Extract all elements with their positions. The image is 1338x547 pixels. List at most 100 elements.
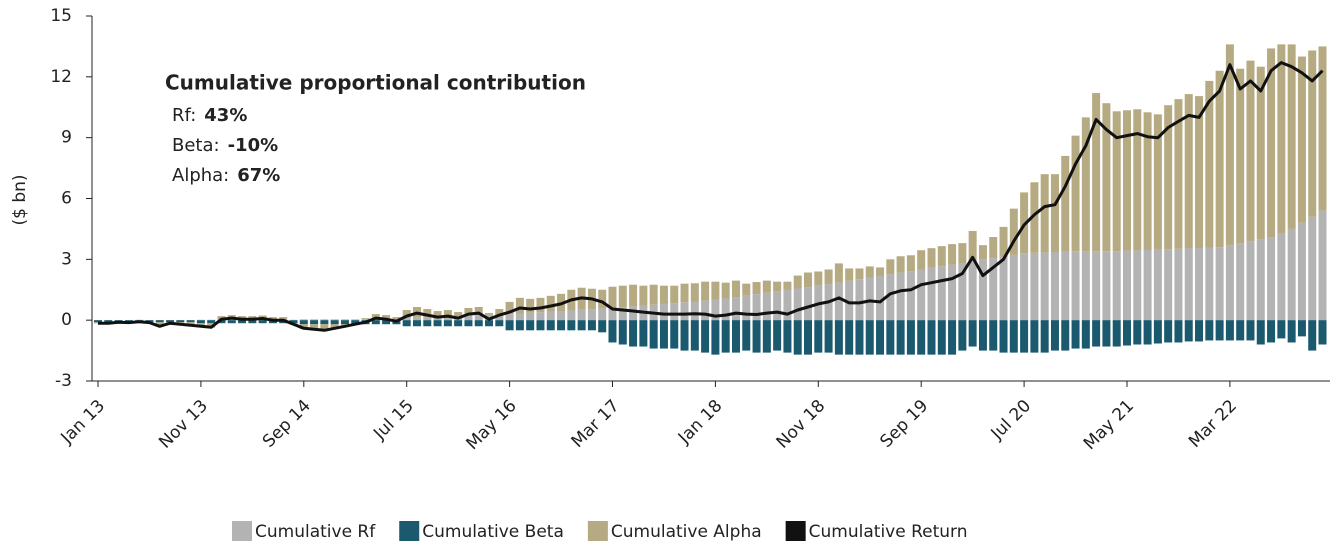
- bar: [361, 319, 370, 321]
- bar: [299, 319, 308, 321]
- bar: [721, 298, 730, 321]
- bar: [577, 309, 586, 321]
- bar: [752, 282, 761, 295]
- annotation-value: -10%: [228, 135, 279, 156]
- bar: [567, 320, 576, 331]
- bar: [217, 320, 226, 324]
- bar: [876, 320, 885, 355]
- bar: [1061, 155, 1070, 252]
- bar: [361, 318, 370, 320]
- bar: [1205, 247, 1214, 321]
- bar: [526, 320, 535, 331]
- bar: [310, 320, 319, 325]
- bar: [1092, 251, 1101, 321]
- bar: [248, 320, 257, 324]
- bar: [340, 319, 349, 321]
- bar: [587, 309, 596, 321]
- bar: [485, 313, 494, 315]
- bar: [155, 322, 164, 327]
- x-tick-label: Mar 17: [568, 396, 624, 452]
- bar: [978, 259, 987, 321]
- y-axis-label: ($ bn): [10, 174, 30, 225]
- bar: [1061, 251, 1070, 321]
- x-tick-label: Jul 15: [369, 396, 417, 444]
- bar: [1184, 94, 1193, 249]
- bar: [1164, 105, 1173, 250]
- x-tick-label: Sep 19: [876, 396, 932, 452]
- bar: [330, 324, 339, 330]
- bar: [752, 294, 761, 321]
- bar: [104, 320, 113, 323]
- annotation-value: 67%: [237, 165, 280, 186]
- bar: [412, 317, 421, 321]
- bar: [1040, 320, 1049, 353]
- bar: [659, 303, 668, 321]
- bar: [1267, 237, 1276, 321]
- bar: [690, 301, 699, 321]
- bar: [1071, 251, 1080, 321]
- bar: [1020, 253, 1029, 321]
- bar: [515, 320, 524, 331]
- bar: [629, 306, 638, 321]
- bar: [1133, 250, 1142, 321]
- bar: [845, 268, 854, 281]
- bar: [906, 320, 915, 355]
- x-tick-label: May 16: [463, 396, 521, 454]
- annotation-label: Alpha:: [172, 165, 229, 186]
- bar: [1133, 320, 1142, 345]
- legend-swatch: [587, 521, 608, 541]
- bar: [886, 274, 895, 321]
- bar: [1030, 182, 1039, 253]
- y-tick-label: 9: [61, 128, 72, 148]
- bar: [989, 320, 998, 351]
- bar: [1246, 60, 1255, 242]
- bar: [989, 258, 998, 321]
- bar: [1267, 320, 1276, 343]
- bar: [680, 283, 689, 303]
- bar: [392, 317, 401, 320]
- bar: [845, 280, 854, 321]
- bar: [814, 271, 823, 286]
- bar: [1205, 320, 1214, 341]
- bar: [495, 309, 504, 315]
- bar: [937, 246, 946, 267]
- bar: [340, 320, 349, 325]
- bar: [1092, 320, 1101, 347]
- bar: [937, 320, 946, 355]
- bar: [999, 226, 1008, 257]
- legend-label: Cumulative Beta: [422, 522, 564, 542]
- bar: [814, 320, 823, 353]
- bar: [526, 312, 535, 321]
- bar: [495, 320, 504, 327]
- bar: [1081, 117, 1090, 252]
- bar: [659, 285, 668, 304]
- bar: [196, 320, 205, 324]
- bar: [731, 280, 740, 298]
- bar: [876, 275, 885, 321]
- bar: [1174, 320, 1183, 343]
- bar: [1123, 320, 1131, 346]
- bar: [1174, 248, 1183, 321]
- bar: [598, 320, 607, 333]
- bar: [793, 288, 802, 321]
- bar: [649, 320, 658, 349]
- bar: [598, 289, 607, 309]
- bar: [886, 320, 895, 355]
- bar: [711, 281, 720, 300]
- bar: [1123, 250, 1131, 321]
- bar: [464, 308, 473, 316]
- bar: [1318, 46, 1327, 211]
- bar: [186, 320, 195, 323]
- bar: [1081, 251, 1090, 321]
- bar: [351, 319, 360, 321]
- bar: [649, 284, 658, 305]
- bar: [1225, 44, 1234, 246]
- bar: [1308, 50, 1317, 217]
- bar: [258, 320, 267, 324]
- bar: [1112, 111, 1121, 252]
- bar: [1236, 320, 1245, 341]
- y-tick-label: 0: [61, 310, 72, 330]
- bar: [330, 319, 339, 321]
- bar: [1164, 249, 1173, 321]
- bar: [526, 298, 535, 313]
